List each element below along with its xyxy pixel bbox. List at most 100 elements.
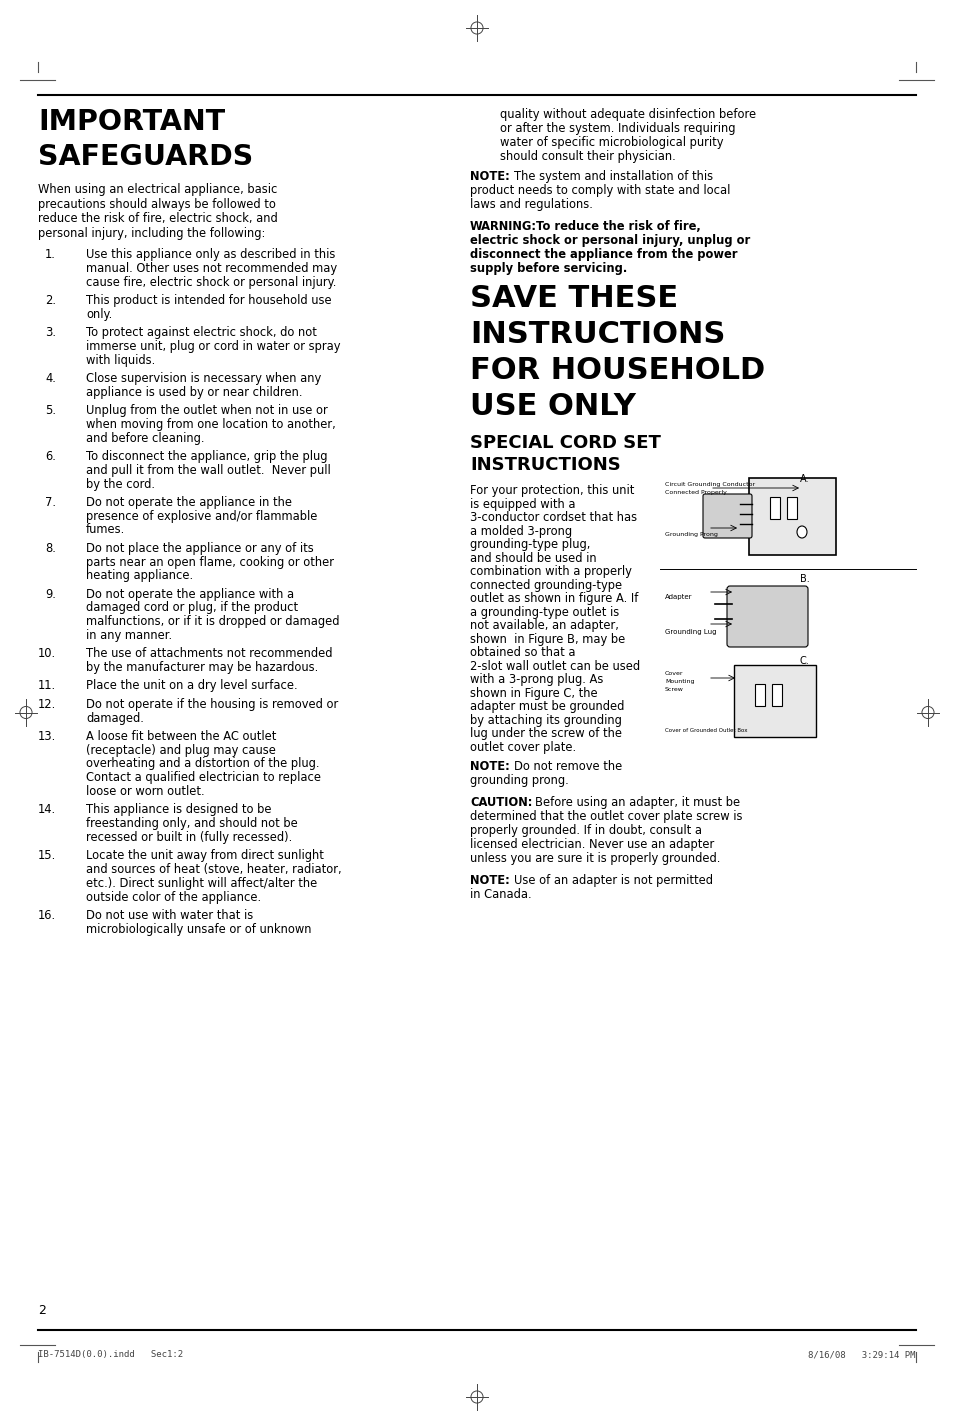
Text: presence of explosive and/or flammable: presence of explosive and/or flammable: [86, 510, 317, 523]
Text: microbiologically unsafe or of unknown: microbiologically unsafe or of unknown: [86, 923, 312, 936]
Bar: [769, 497, 780, 519]
Text: 6.: 6.: [45, 450, 56, 463]
Text: laws and regulations.: laws and regulations.: [470, 198, 592, 211]
Text: USE ONLY: USE ONLY: [470, 392, 636, 420]
Text: B.: B.: [800, 574, 809, 584]
Text: obtained so that a: obtained so that a: [470, 646, 575, 658]
Text: heating appliance.: heating appliance.: [86, 570, 193, 583]
Text: malfunctions, or if it is dropped or damaged: malfunctions, or if it is dropped or dam…: [86, 616, 339, 628]
Text: A.: A.: [800, 475, 809, 485]
Text: 5.: 5.: [45, 405, 56, 418]
Text: 4.: 4.: [45, 372, 56, 385]
Text: Use of an adapter is not permitted: Use of an adapter is not permitted: [514, 874, 712, 886]
Text: precautions should always be followed to: precautions should always be followed to: [38, 198, 275, 211]
Text: WARNING:: WARNING:: [470, 219, 537, 234]
Text: The system and installation of this: The system and installation of this: [514, 170, 713, 182]
Text: A loose fit between the AC outlet: A loose fit between the AC outlet: [86, 730, 276, 742]
Text: For your protection, this unit: For your protection, this unit: [470, 485, 634, 497]
Text: immerse unit, plug or cord in water or spray: immerse unit, plug or cord in water or s…: [86, 339, 340, 353]
Text: disconnect the appliance from the power: disconnect the appliance from the power: [470, 248, 737, 261]
Text: Circuit Grounding Conductor: Circuit Grounding Conductor: [664, 482, 755, 487]
Text: 16.: 16.: [38, 909, 56, 922]
Text: personal injury, including the following:: personal injury, including the following…: [38, 227, 265, 239]
Text: with liquids.: with liquids.: [86, 353, 155, 366]
Text: To disconnect the appliance, grip the plug: To disconnect the appliance, grip the pl…: [86, 450, 327, 463]
Text: 2-slot wall outlet can be used: 2-slot wall outlet can be used: [470, 660, 639, 673]
Text: INSTRUCTIONS: INSTRUCTIONS: [470, 321, 724, 349]
Text: parts near an open flame, cooking or other: parts near an open flame, cooking or oth…: [86, 556, 334, 569]
Text: NOTE:: NOTE:: [470, 760, 509, 772]
Text: with a 3-prong plug. As: with a 3-prong plug. As: [470, 673, 602, 685]
Text: When using an electrical appliance, basic: When using an electrical appliance, basi…: [38, 182, 277, 197]
Text: Before using an adapter, it must be: Before using an adapter, it must be: [535, 797, 740, 809]
Text: grounding prong.: grounding prong.: [470, 774, 568, 787]
Text: Screw: Screw: [664, 687, 683, 693]
Text: manual. Other uses not recommended may: manual. Other uses not recommended may: [86, 262, 336, 275]
Text: SPECIAL CORD SET: SPECIAL CORD SET: [470, 435, 660, 452]
Text: 11.: 11.: [38, 680, 56, 693]
Text: Close supervision is necessary when any: Close supervision is necessary when any: [86, 372, 321, 385]
Text: grounding-type plug,: grounding-type plug,: [470, 539, 590, 551]
Text: 1.: 1.: [45, 248, 56, 261]
Bar: [754, 684, 764, 705]
Text: product needs to comply with state and local: product needs to comply with state and l…: [470, 184, 730, 197]
Text: adapter must be grounded: adapter must be grounded: [470, 700, 623, 712]
Text: Do not remove the: Do not remove the: [514, 760, 621, 772]
Text: outside color of the appliance.: outside color of the appliance.: [86, 891, 261, 903]
Text: INSTRUCTIONS: INSTRUCTIONS: [470, 456, 620, 475]
Text: Do not operate if the housing is removed or: Do not operate if the housing is removed…: [86, 698, 338, 711]
Text: 7.: 7.: [45, 496, 56, 509]
Text: 10.: 10.: [38, 647, 56, 660]
Text: Do not operate the appliance with a: Do not operate the appliance with a: [86, 587, 294, 600]
Text: reduce the risk of fire, electric shock, and: reduce the risk of fire, electric shock,…: [38, 212, 277, 225]
Text: This product is intended for household use: This product is intended for household u…: [86, 294, 332, 306]
Text: a grounding-type outlet is: a grounding-type outlet is: [470, 606, 618, 618]
Text: CAUTION:: CAUTION:: [470, 797, 532, 809]
Text: connected grounding-type: connected grounding-type: [470, 579, 621, 591]
Text: 8/16/08   3:29:14 PM: 8/16/08 3:29:14 PM: [807, 1351, 915, 1359]
Text: water of specific microbiological purity: water of specific microbiological purity: [499, 135, 722, 150]
Text: outlet cover plate.: outlet cover plate.: [470, 741, 576, 754]
Text: not available, an adapter,: not available, an adapter,: [470, 618, 618, 633]
Text: Contact a qualified electrician to replace: Contact a qualified electrician to repla…: [86, 771, 320, 784]
Text: 12.: 12.: [38, 698, 56, 711]
Text: supply before servicing.: supply before servicing.: [470, 262, 626, 275]
Text: Do not operate the appliance in the: Do not operate the appliance in the: [86, 496, 292, 509]
Text: 2: 2: [38, 1304, 46, 1317]
Text: 2.: 2.: [45, 294, 56, 306]
Bar: [786, 497, 796, 519]
Text: shown  in Figure B, may be: shown in Figure B, may be: [470, 633, 624, 646]
Text: determined that the outlet cover plate screw is: determined that the outlet cover plate s…: [470, 809, 741, 824]
Text: only.: only.: [86, 308, 112, 321]
FancyBboxPatch shape: [726, 586, 807, 647]
Text: NOTE:: NOTE:: [470, 874, 509, 886]
Text: in Canada.: in Canada.: [470, 888, 531, 901]
Text: Do not use with water that is: Do not use with water that is: [86, 909, 253, 922]
Text: Locate the unit away from direct sunlight: Locate the unit away from direct sunligh…: [86, 849, 323, 862]
Text: 9.: 9.: [45, 587, 56, 600]
Text: outlet as shown in figure A. If: outlet as shown in figure A. If: [470, 591, 638, 606]
Text: damaged.: damaged.: [86, 711, 144, 724]
Text: Use this appliance only as described in this: Use this appliance only as described in …: [86, 248, 335, 261]
Text: in any manner.: in any manner.: [86, 628, 172, 643]
Text: combination with a properly: combination with a properly: [470, 564, 631, 579]
Text: Adapter: Adapter: [664, 594, 692, 600]
Text: Unplug from the outlet when not in use or: Unplug from the outlet when not in use o…: [86, 405, 328, 418]
Text: 15.: 15.: [38, 849, 56, 862]
Text: Mounting: Mounting: [664, 678, 694, 684]
Text: by the cord.: by the cord.: [86, 477, 154, 490]
Text: SAFEGUARDS: SAFEGUARDS: [38, 142, 253, 171]
Text: lug under the screw of the: lug under the screw of the: [470, 727, 621, 740]
Text: Grounding Lug: Grounding Lug: [664, 628, 716, 636]
Text: FOR HOUSEHOLD: FOR HOUSEHOLD: [470, 356, 764, 385]
Text: Grounding Prong: Grounding Prong: [664, 532, 717, 537]
Text: 14.: 14.: [38, 804, 56, 817]
Text: 8.: 8.: [45, 542, 56, 554]
Text: by attaching its grounding: by attaching its grounding: [470, 714, 621, 727]
FancyBboxPatch shape: [702, 494, 751, 539]
Text: cause fire, electric shock or personal injury.: cause fire, electric shock or personal i…: [86, 275, 336, 289]
Text: shown in Figure C, the: shown in Figure C, the: [470, 687, 597, 700]
Text: Do not place the appliance or any of its: Do not place the appliance or any of its: [86, 542, 314, 554]
Text: C.: C.: [800, 656, 809, 665]
Text: Connected Properly: Connected Properly: [664, 490, 726, 494]
